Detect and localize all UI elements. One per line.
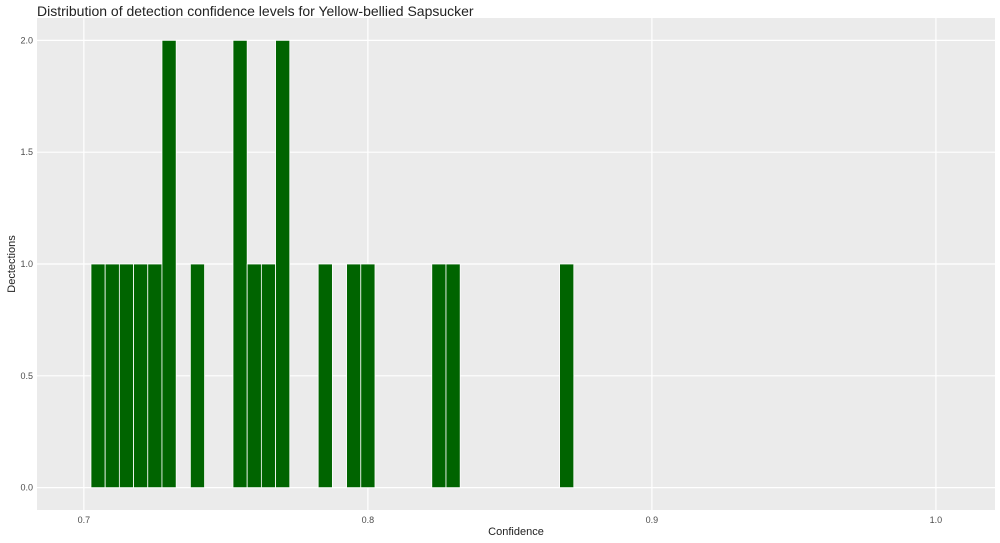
y-tick-label: 1.0 (20, 259, 33, 269)
bar (118, 263, 134, 489)
bar (104, 263, 120, 489)
bar (133, 263, 149, 489)
bar (317, 263, 333, 489)
bar (431, 263, 447, 489)
y-tick-label: 2.0 (20, 35, 33, 45)
bar (559, 263, 575, 489)
y-tick-label: 1.5 (20, 147, 33, 157)
y-tick-label: 0.5 (20, 371, 33, 381)
bar (189, 263, 205, 489)
bar (360, 263, 376, 489)
chart-title: Distribution of detection confidence lev… (37, 3, 474, 19)
bar (147, 263, 163, 489)
y-axis-label: Dectections (6, 235, 18, 293)
x-tick-label: 0.8 (362, 515, 375, 525)
bar (260, 263, 276, 489)
bar (90, 263, 106, 489)
y-tick-label: 0.0 (20, 483, 33, 493)
bar (232, 39, 248, 489)
x-axis-label: Confidence (488, 526, 544, 538)
bar (275, 39, 291, 489)
bar (246, 263, 262, 489)
bar (346, 263, 362, 489)
x-tick-label: 0.9 (646, 515, 659, 525)
bar (161, 39, 177, 489)
x-tick-label: 0.7 (78, 515, 91, 525)
bar (445, 263, 461, 489)
x-tick-label: 1.0 (930, 515, 943, 525)
